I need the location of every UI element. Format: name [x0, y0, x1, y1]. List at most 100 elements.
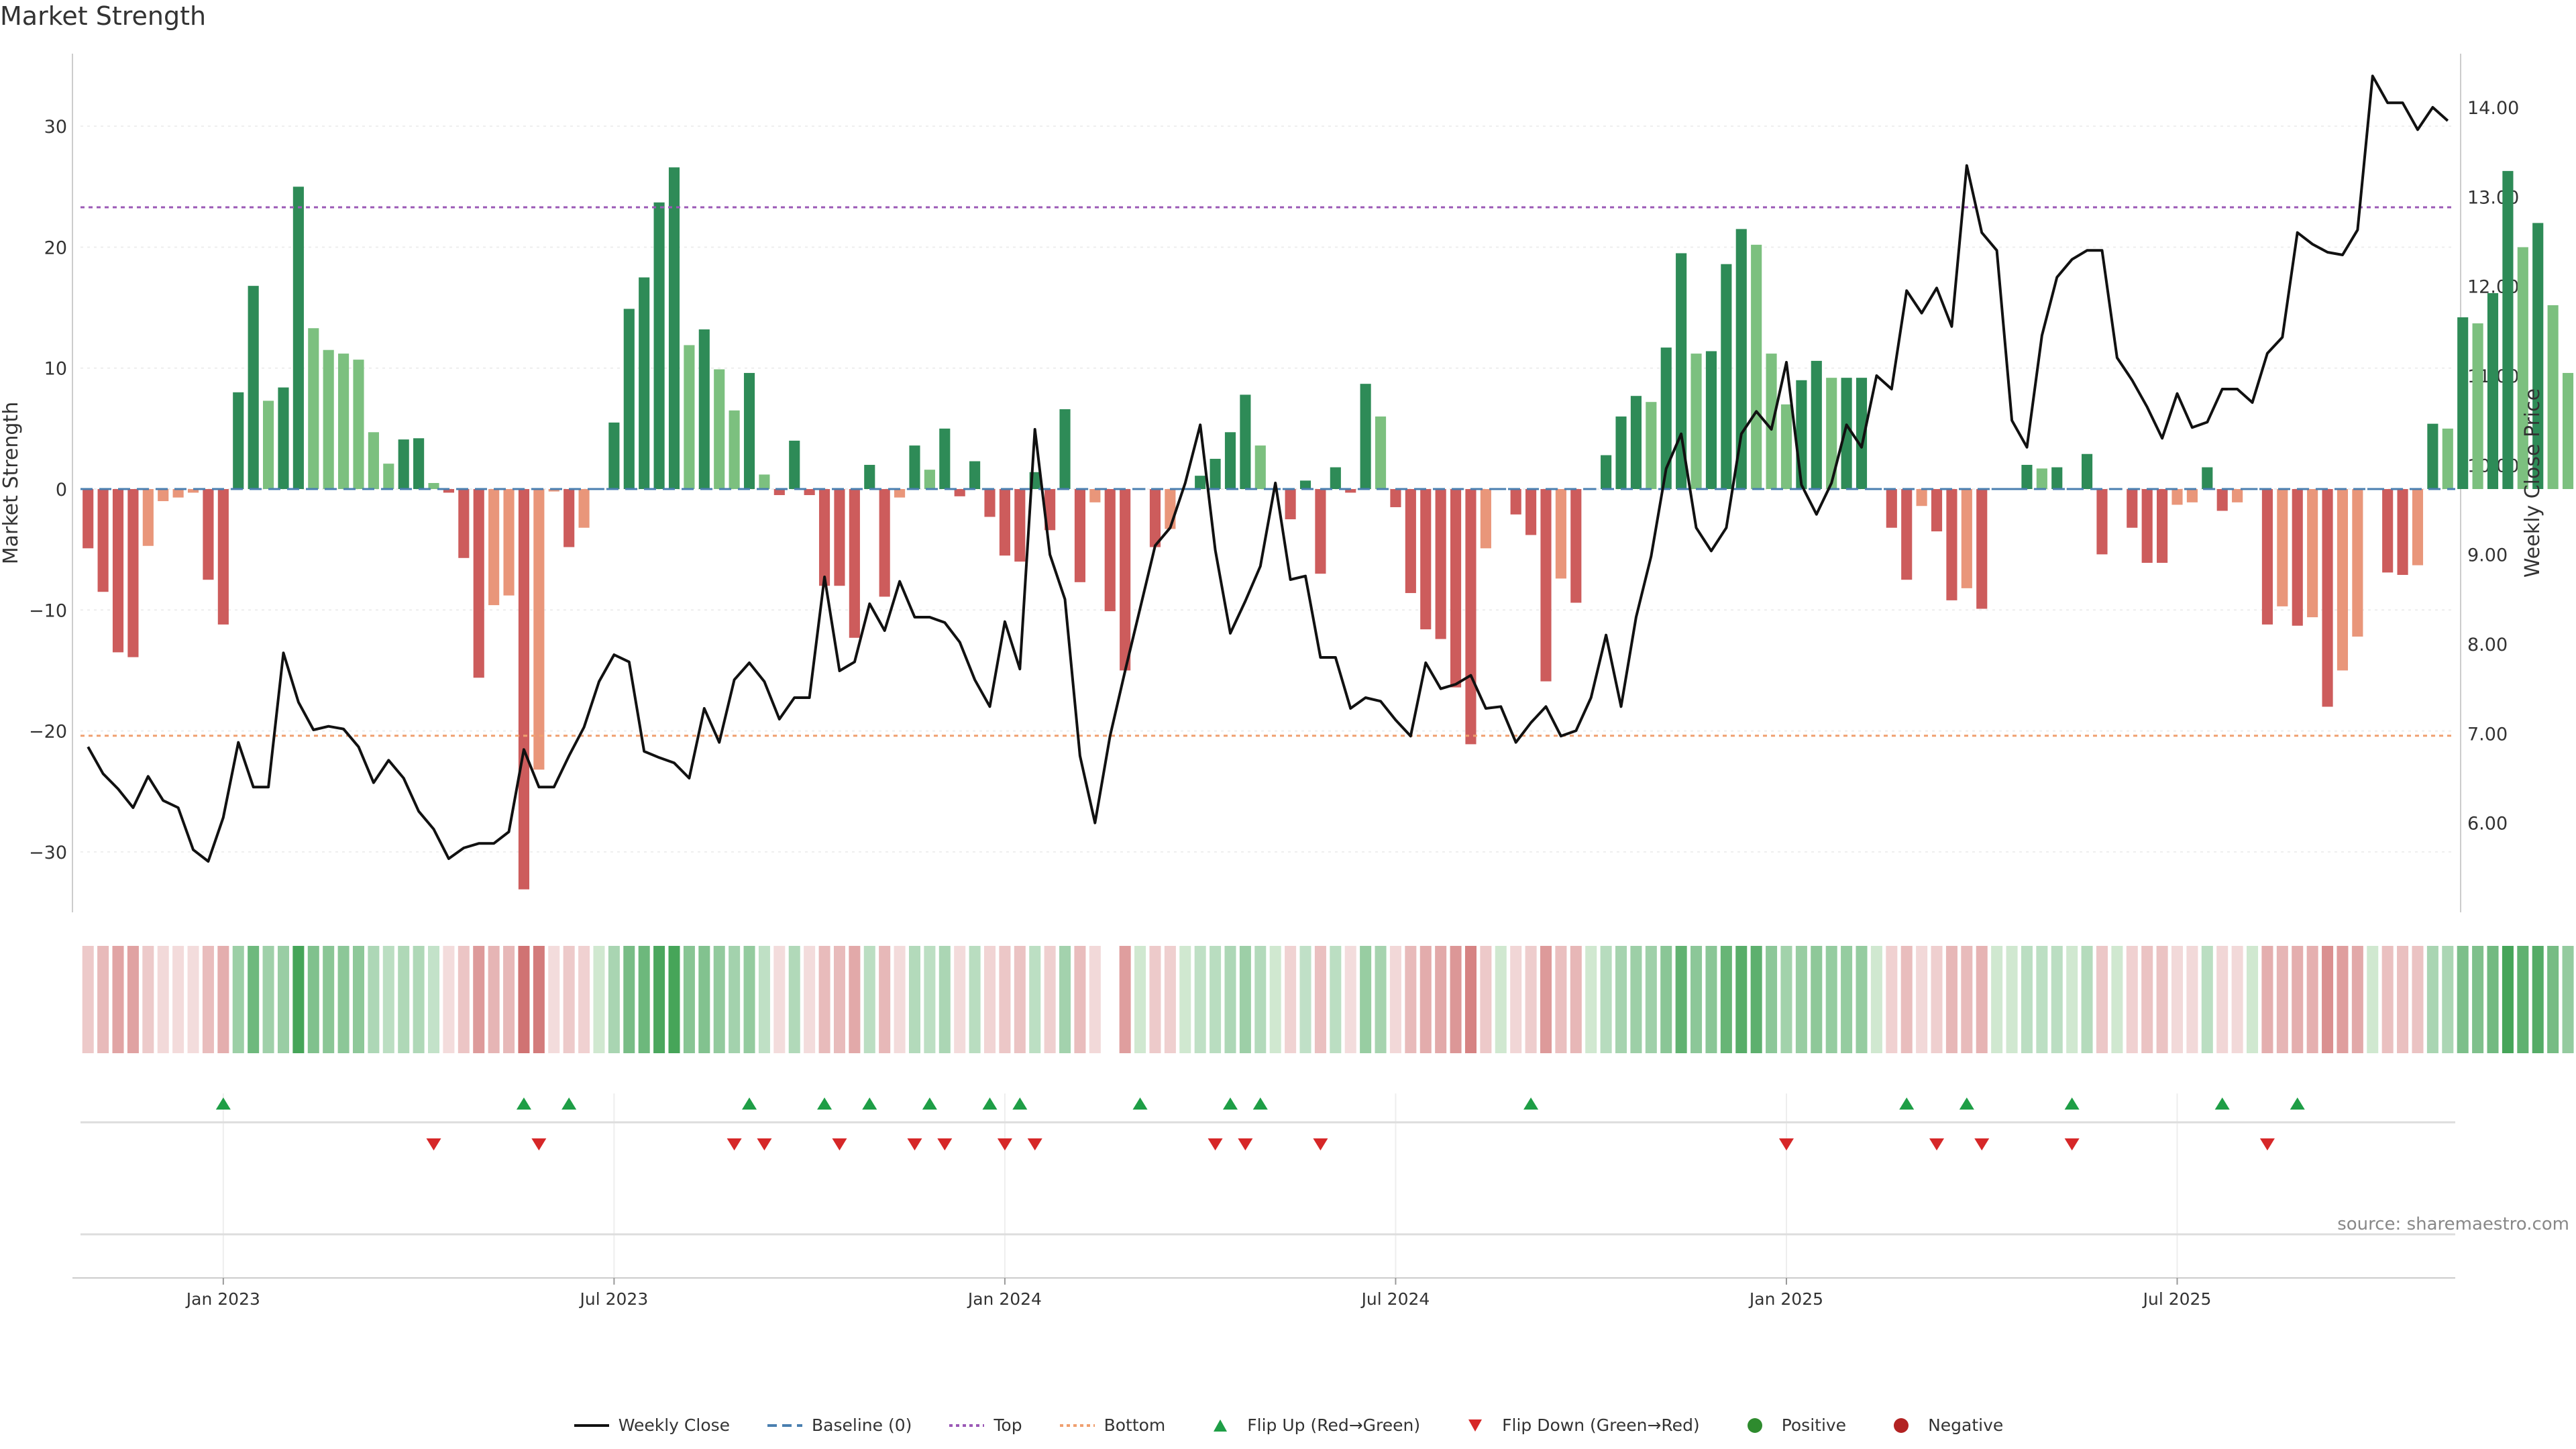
heat-cell [1630, 946, 1642, 1053]
strength-bar [1254, 445, 1266, 490]
strength-bar [1766, 354, 1777, 490]
flip-down-marker [1208, 1138, 1223, 1150]
flip-up-marker [1523, 1097, 1539, 1110]
strength-bar [789, 440, 800, 490]
strength-bar [564, 489, 575, 547]
heat-cell [2261, 946, 2273, 1053]
heat-cell [2487, 946, 2499, 1053]
heat-cell [818, 946, 830, 1053]
flip-up-marker [1959, 1097, 1974, 1110]
strength-bar [413, 438, 425, 490]
strength-bar [1450, 489, 1462, 688]
strength-bar [2021, 464, 2033, 490]
heat-cell [518, 946, 530, 1053]
dot-legend-key [949, 1424, 985, 1427]
heat-cell [2306, 946, 2318, 1053]
y2-tick-label: 6.00 [2467, 814, 2508, 835]
y-tick-label: −30 [29, 843, 67, 863]
x-tick-label: Jul 2025 [2142, 1289, 2212, 1309]
heat-cell [1239, 946, 1251, 1053]
strength-bar [2532, 223, 2544, 490]
circle-legend-key [1747, 1417, 1762, 1433]
heat-cell [608, 946, 620, 1053]
heat-cell [1976, 946, 1988, 1053]
heat-cell [2412, 946, 2424, 1053]
heat-cell [2562, 946, 2574, 1053]
strength-bar [2261, 489, 2273, 625]
strength-bar [473, 489, 484, 678]
strength-bar [1480, 489, 1491, 549]
y2-tick-label: 9.00 [2467, 545, 2508, 566]
strength-bar [1089, 489, 1101, 502]
heat-cell [443, 946, 455, 1053]
heat-cell [2397, 946, 2409, 1053]
strength-bar [187, 489, 199, 493]
flip-up-marker [982, 1097, 998, 1110]
heat-cell [548, 946, 560, 1053]
strength-bar [1074, 489, 1086, 582]
x-tick-label: Jan 2024 [967, 1289, 1042, 1309]
heat-cell [1330, 946, 1342, 1053]
heat-cell [1074, 946, 1086, 1053]
heat-cell [908, 946, 920, 1053]
heat-cell [352, 946, 365, 1053]
heat-cell [1991, 946, 2003, 1053]
flip-down-marker [1974, 1138, 1990, 1150]
heat-cell [1419, 946, 1432, 1053]
strength-bar [623, 309, 635, 490]
flip-up-marker [1899, 1097, 1915, 1110]
heat-cell [2081, 946, 2093, 1053]
heat-cell [1811, 946, 1823, 1053]
flip-up-marker [862, 1097, 877, 1110]
heat-cell [2171, 946, 2184, 1053]
page-title: Market Strength [0, 1, 207, 31]
legend-item: Flip Up (Red→Green) [1201, 1415, 1420, 1435]
heat-cell [1344, 946, 1356, 1053]
x-tick-label: Jan 2023 [185, 1289, 260, 1309]
heat-cell [2292, 946, 2304, 1053]
heat-cell [623, 946, 635, 1053]
legend-label: Flip Up (Red→Green) [1247, 1415, 1421, 1435]
strength-bar [2051, 467, 2063, 490]
strength-bar [1360, 384, 1371, 490]
heat-cell [2547, 946, 2559, 1053]
strength-bar [308, 328, 319, 490]
strength-bar [112, 489, 124, 653]
strength-bar [1735, 229, 1747, 490]
flip-down-marker [1238, 1138, 1253, 1150]
heat-cell [1750, 946, 1762, 1053]
strength-bar [804, 489, 815, 496]
heat-cell [2322, 946, 2334, 1053]
y-tick-label: 20 [44, 237, 67, 258]
heat-cell [1029, 946, 1041, 1053]
strength-bar [1465, 489, 1477, 745]
strength-bar [2337, 489, 2349, 671]
strength-bar [142, 489, 154, 546]
strength-bar [2171, 489, 2183, 505]
legend-item: Flip Down (Green→Red) [1456, 1415, 1700, 1435]
heat-cell [202, 946, 214, 1053]
strength-bar [1901, 489, 1913, 580]
heat-cell [863, 946, 875, 1053]
heat-cell [938, 946, 951, 1053]
strength-bars [80, 167, 2574, 890]
heat-cell [1615, 946, 1627, 1053]
strength-bar [1210, 458, 1221, 490]
flip-up-marker [516, 1097, 531, 1110]
flip-down-marker [1027, 1138, 1042, 1150]
legend-label: Weekly Close [618, 1415, 731, 1435]
flip-down-marker [1929, 1138, 1945, 1150]
flip-down-marker [2064, 1138, 2080, 1150]
heat-cell [277, 946, 289, 1053]
heat-cell [1795, 946, 1807, 1053]
heat-cell [1766, 946, 1778, 1053]
strength-bar [2141, 489, 2153, 563]
strength-bar [262, 400, 274, 490]
flip-down-marker [1313, 1138, 1328, 1150]
strength-bar [233, 392, 244, 490]
heat-cell [743, 946, 755, 1053]
strength-bar [2082, 453, 2093, 490]
heat-cell [1916, 946, 1928, 1053]
heat-cell [292, 946, 305, 1053]
heat-cell [1389, 946, 1401, 1053]
